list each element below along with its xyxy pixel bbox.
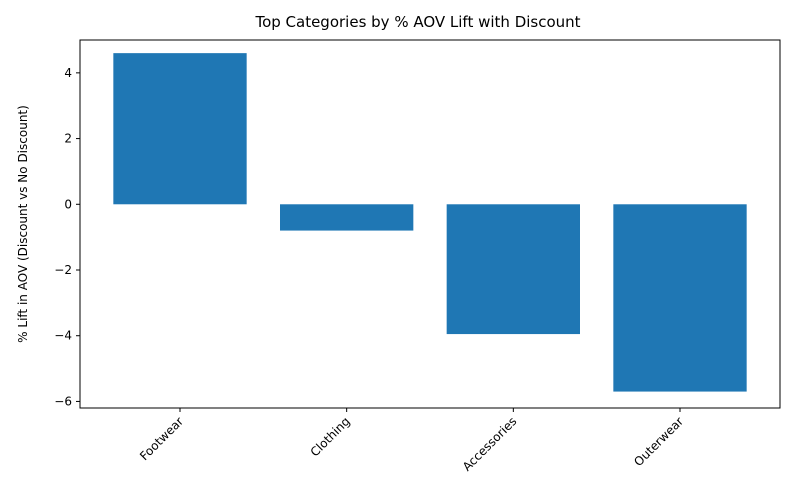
y-tick-label: 4	[64, 66, 72, 80]
y-tick-label: 2	[64, 132, 72, 146]
y-tick-label: −4	[54, 329, 72, 343]
plot-frame	[79, 39, 781, 409]
bar-footwear	[113, 53, 247, 205]
y-axis: −6 −4 −2 0 2 4	[54, 66, 80, 408]
y-axis-label: % Lift in AOV (Discount vs No Discount)	[16, 105, 30, 343]
y-tick-label: −2	[54, 263, 72, 277]
bar-clothing	[280, 204, 414, 231]
y-tick-label: −6	[54, 394, 72, 408]
bar-accessories	[446, 204, 580, 335]
bars-group	[113, 53, 747, 392]
y-tick-label: 0	[64, 197, 72, 211]
bar-outerwear	[613, 204, 747, 392]
chart-title: Top Categories by % AOV Lift with Discou…	[254, 13, 580, 31]
